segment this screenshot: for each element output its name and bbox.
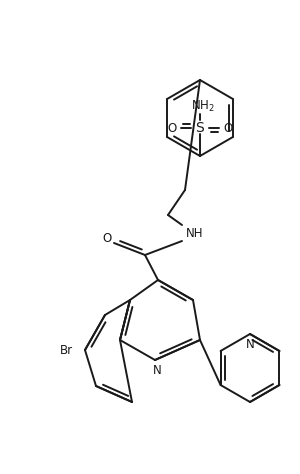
Text: O: O	[102, 231, 112, 245]
Text: S: S	[196, 121, 204, 135]
Text: NH: NH	[186, 227, 204, 239]
Text: O: O	[224, 121, 232, 135]
Text: N: N	[246, 337, 254, 350]
Text: N: N	[153, 364, 161, 376]
Text: Br: Br	[60, 344, 73, 356]
Text: NH$_2$: NH$_2$	[191, 99, 215, 114]
Text: O: O	[167, 121, 177, 135]
